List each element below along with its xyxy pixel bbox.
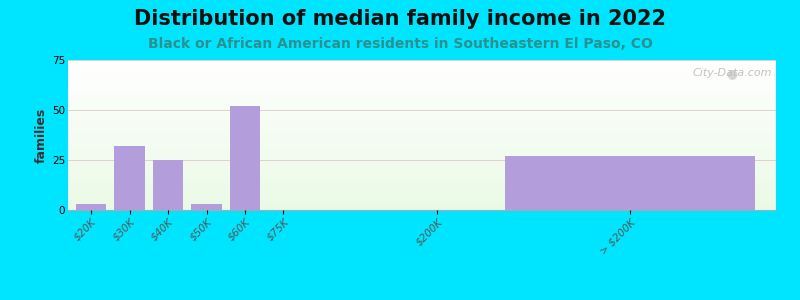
Bar (191, 204, 222, 210)
Bar (505, 156, 755, 210)
Text: City-Data.com: City-Data.com (693, 68, 773, 77)
Bar (153, 160, 183, 210)
Text: ●: ● (726, 68, 737, 80)
Bar (230, 106, 260, 210)
Text: Distribution of median family income in 2022: Distribution of median family income in … (134, 9, 666, 29)
Bar (76, 204, 106, 210)
Bar (114, 146, 145, 210)
Y-axis label: families: families (35, 107, 48, 163)
Text: Black or African American residents in Southeastern El Paso, CO: Black or African American residents in S… (147, 38, 653, 52)
